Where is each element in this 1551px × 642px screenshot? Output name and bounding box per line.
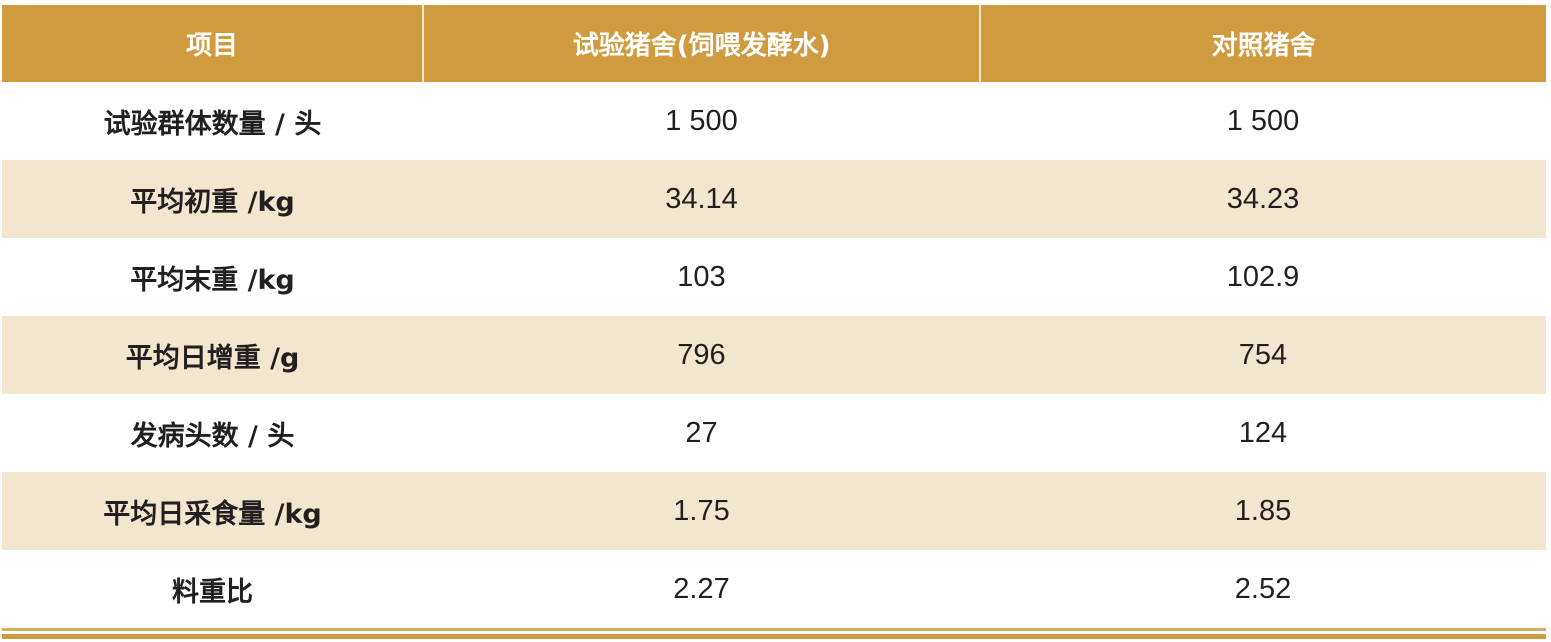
control-value-cell: 2.52 [1234,572,1292,605]
control-value-cell: 34.23 [1226,182,1300,215]
row-label-cell: 料重比 [172,576,253,608]
row-label-cell: 平均日采食量 /kg [103,498,322,530]
table-row: 料重比 2.27 2.52 [2,550,1546,628]
row-label-cell: 平均日增重 /g [125,342,300,374]
row-label-cell: 平均初重 /kg [130,186,295,218]
trial-value-cell: 103 [677,260,726,293]
control-value-cell: 754 [1238,338,1288,371]
table-row: 平均末重 /kg 103 102.9 [2,238,1546,316]
trial-value-cell: 1 500 [665,104,738,137]
table-row: 试验群体数量 / 头 1 500 1 500 [2,82,1546,160]
table-row: 发病头数 / 头 27 124 [2,394,1546,472]
row-label-cell: 发病头数 / 头 [130,420,295,452]
trial-value-cell: 796 [677,338,726,371]
table-row: 平均日采食量 /kg 1.75 1.85 [2,472,1546,550]
data-table: 项目 试验猪舍(饲喂发酵水) 对照猪舍 试验群体数量 / 头 1 500 1 500… [2,5,1546,639]
trial-value-cell: 1.75 [673,494,730,527]
header-cell-trial: 试验猪舍(饲喂发酵水) [424,5,982,82]
row-label-cell: 试验群体数量 / 头 [103,108,322,140]
table-row: 平均日增重 /g 796 754 [2,316,1546,394]
control-value-cell: 1 500 [1226,104,1300,137]
header-cell-item: 项目 [2,5,424,82]
bottom-rule-thick [2,634,1546,639]
control-value-cell: 102.9 [1226,260,1300,293]
header-cell-control: 对照猪舍 [1211,31,1316,61]
trial-value-cell: 27 [685,416,718,449]
trial-value-cell: 34.14 [665,182,738,215]
table-header-row: 项目 试验猪舍(饲喂发酵水) 对照猪舍 [2,5,1546,82]
control-value-cell: 1.85 [1234,494,1292,527]
bottom-rule-thin [2,628,1546,631]
row-label-cell: 平均末重 /kg [130,264,295,296]
control-value-cell: 124 [1238,416,1288,449]
table-row: 平均初重 /kg 34.14 34.23 [2,160,1546,238]
trial-value-cell: 2.27 [673,572,730,605]
